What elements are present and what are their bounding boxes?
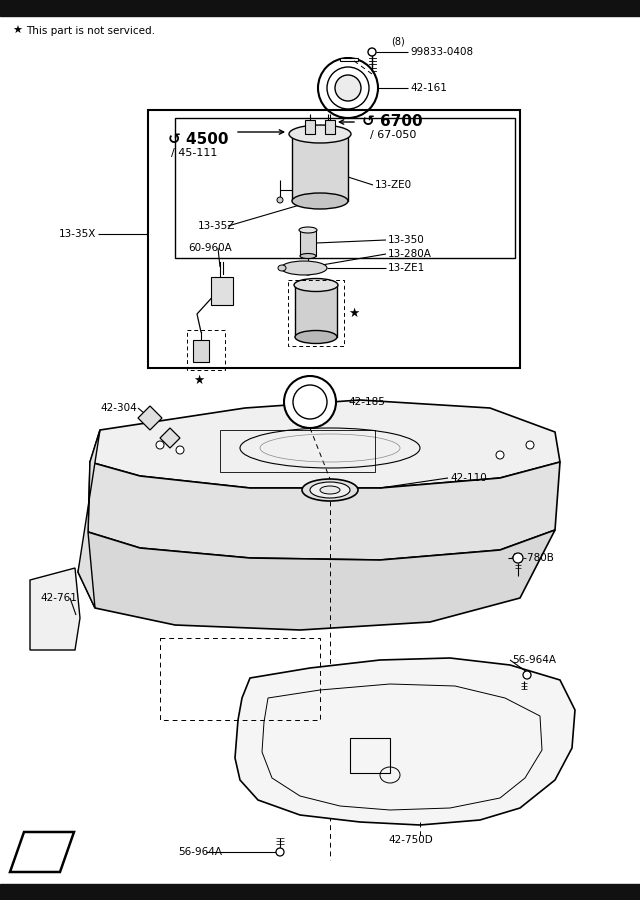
Text: 13-ZE0: 13-ZE0 <box>375 180 412 190</box>
Circle shape <box>176 446 184 454</box>
Circle shape <box>156 441 164 449</box>
Ellipse shape <box>295 330 337 344</box>
Text: 42-780B: 42-780B <box>510 553 554 563</box>
Bar <box>148 110 520 368</box>
Ellipse shape <box>300 254 316 258</box>
Bar <box>295 285 337 337</box>
Ellipse shape <box>302 479 358 501</box>
Text: / 45-111: / 45-111 <box>171 148 218 158</box>
Text: 42-161: 42-161 <box>410 83 447 93</box>
Text: 13-ZE1: 13-ZE1 <box>388 263 425 273</box>
Text: 99833-0408: 99833-0408 <box>410 47 473 57</box>
Ellipse shape <box>278 265 286 271</box>
Ellipse shape <box>294 278 338 292</box>
Bar <box>193 340 209 362</box>
Ellipse shape <box>289 125 351 143</box>
Text: 42-110: 42-110 <box>450 473 487 483</box>
Text: 56-964A: 56-964A <box>178 847 222 857</box>
Text: ↺ 6700: ↺ 6700 <box>362 114 422 130</box>
Text: (8): (8) <box>391 37 404 47</box>
Bar <box>160 638 320 720</box>
Circle shape <box>523 671 531 679</box>
Polygon shape <box>88 462 560 560</box>
Text: / 67-050: / 67-050 <box>370 130 417 140</box>
Polygon shape <box>340 58 358 61</box>
Text: ★: ★ <box>348 307 359 320</box>
Bar <box>175 118 515 258</box>
Bar <box>325 120 335 134</box>
Text: 13-280A: 13-280A <box>388 249 432 259</box>
Ellipse shape <box>320 486 340 494</box>
Ellipse shape <box>281 261 327 275</box>
Circle shape <box>526 441 534 449</box>
Polygon shape <box>78 430 100 608</box>
Bar <box>350 738 390 773</box>
Circle shape <box>277 197 283 203</box>
Polygon shape <box>235 658 575 825</box>
Ellipse shape <box>299 227 317 233</box>
Text: FWD: FWD <box>28 848 60 860</box>
Text: ★: ★ <box>12 26 22 36</box>
Polygon shape <box>138 406 162 430</box>
Text: 42-185: 42-185 <box>348 397 385 407</box>
Circle shape <box>318 58 378 118</box>
Text: 42-750D: 42-750D <box>388 835 433 845</box>
Circle shape <box>335 75 361 101</box>
Text: ↺ 4500: ↺ 4500 <box>168 132 228 148</box>
Bar <box>305 120 315 134</box>
Text: 56-964A: 56-964A <box>512 655 556 665</box>
Bar <box>292 136 348 201</box>
Bar <box>0 0 640 16</box>
Bar <box>0 884 640 900</box>
Polygon shape <box>160 428 180 448</box>
Polygon shape <box>90 400 560 488</box>
Polygon shape <box>30 568 80 650</box>
Circle shape <box>327 67 369 109</box>
Text: 13-35Z: 13-35Z <box>198 221 236 231</box>
Circle shape <box>513 553 523 563</box>
Circle shape <box>496 451 504 459</box>
Circle shape <box>276 848 284 856</box>
Text: 42-304: 42-304 <box>100 403 137 413</box>
Polygon shape <box>78 530 555 630</box>
Bar <box>300 230 316 256</box>
Circle shape <box>303 265 313 275</box>
Ellipse shape <box>310 482 350 498</box>
Bar <box>220 430 375 472</box>
Bar <box>187 330 225 370</box>
Text: 60-960A: 60-960A <box>188 243 232 253</box>
Text: 13-35X: 13-35X <box>59 229 96 239</box>
Polygon shape <box>10 832 74 872</box>
Text: ★: ★ <box>193 374 204 386</box>
Ellipse shape <box>292 193 348 209</box>
Circle shape <box>284 376 336 428</box>
Text: 13-350: 13-350 <box>388 235 425 245</box>
Text: 42-761: 42-761 <box>40 593 77 603</box>
Bar <box>211 277 233 305</box>
Bar <box>288 280 344 346</box>
Text: This part is not serviced.: This part is not serviced. <box>26 26 155 36</box>
Circle shape <box>293 385 327 419</box>
